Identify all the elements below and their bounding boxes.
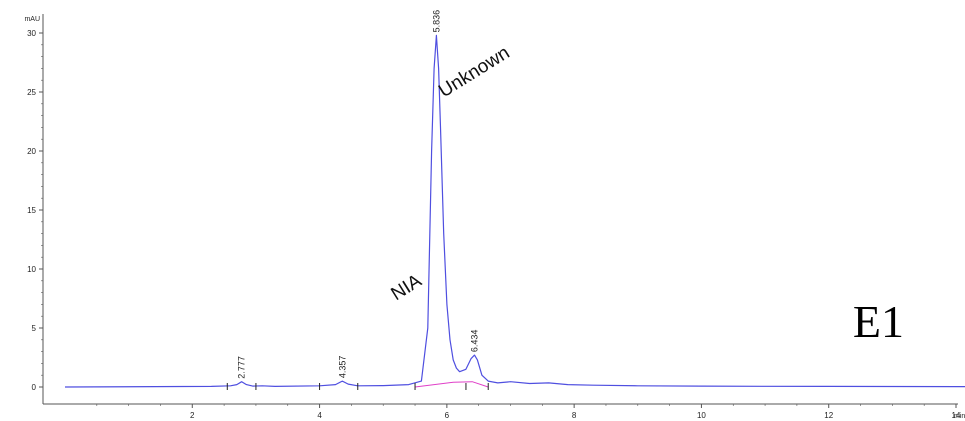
y-tick-label: 5 (32, 324, 37, 333)
x-tick-label: 4 (317, 411, 322, 420)
y-axis: mAU 0 5 10 15 20 25 30 (24, 16, 43, 392)
peak-label: 4.357 (337, 356, 347, 379)
x-tick-label: 6 (445, 411, 450, 420)
plot-frame (42, 14, 958, 405)
x-tick-label: 10 (697, 411, 706, 420)
x-axis: min 2 4 6 8 10 12 14 (96, 404, 965, 420)
y-tick-label: 0 (32, 383, 37, 392)
y-tick-label: 25 (27, 88, 36, 97)
x-unit-label: min (954, 413, 965, 420)
peak-label: 2.777 (237, 356, 247, 379)
panel-label: E1 (853, 296, 904, 347)
y-unit-label: mAU (24, 16, 40, 23)
peak-label: 5.836 (431, 10, 441, 33)
peak-label: 6.434 (469, 330, 479, 353)
x-tick-label: 14 (952, 411, 961, 420)
y-tick-label: 10 (27, 265, 36, 274)
series-layer (64, 34, 965, 388)
x-tick-label: 12 (824, 411, 833, 420)
x-tick-label: 8 (572, 411, 577, 420)
y-tick-label: 30 (27, 29, 36, 38)
x-tick-label: 2 (190, 411, 195, 420)
y-tick-label: 20 (27, 147, 36, 156)
y-tick-label: 15 (27, 206, 36, 215)
signal-trace (64, 34, 965, 388)
baseline-trace (414, 381, 489, 388)
integration-marks (226, 383, 489, 390)
peak-labels: 2.777 4.357 5.836 6.434 (237, 10, 480, 379)
